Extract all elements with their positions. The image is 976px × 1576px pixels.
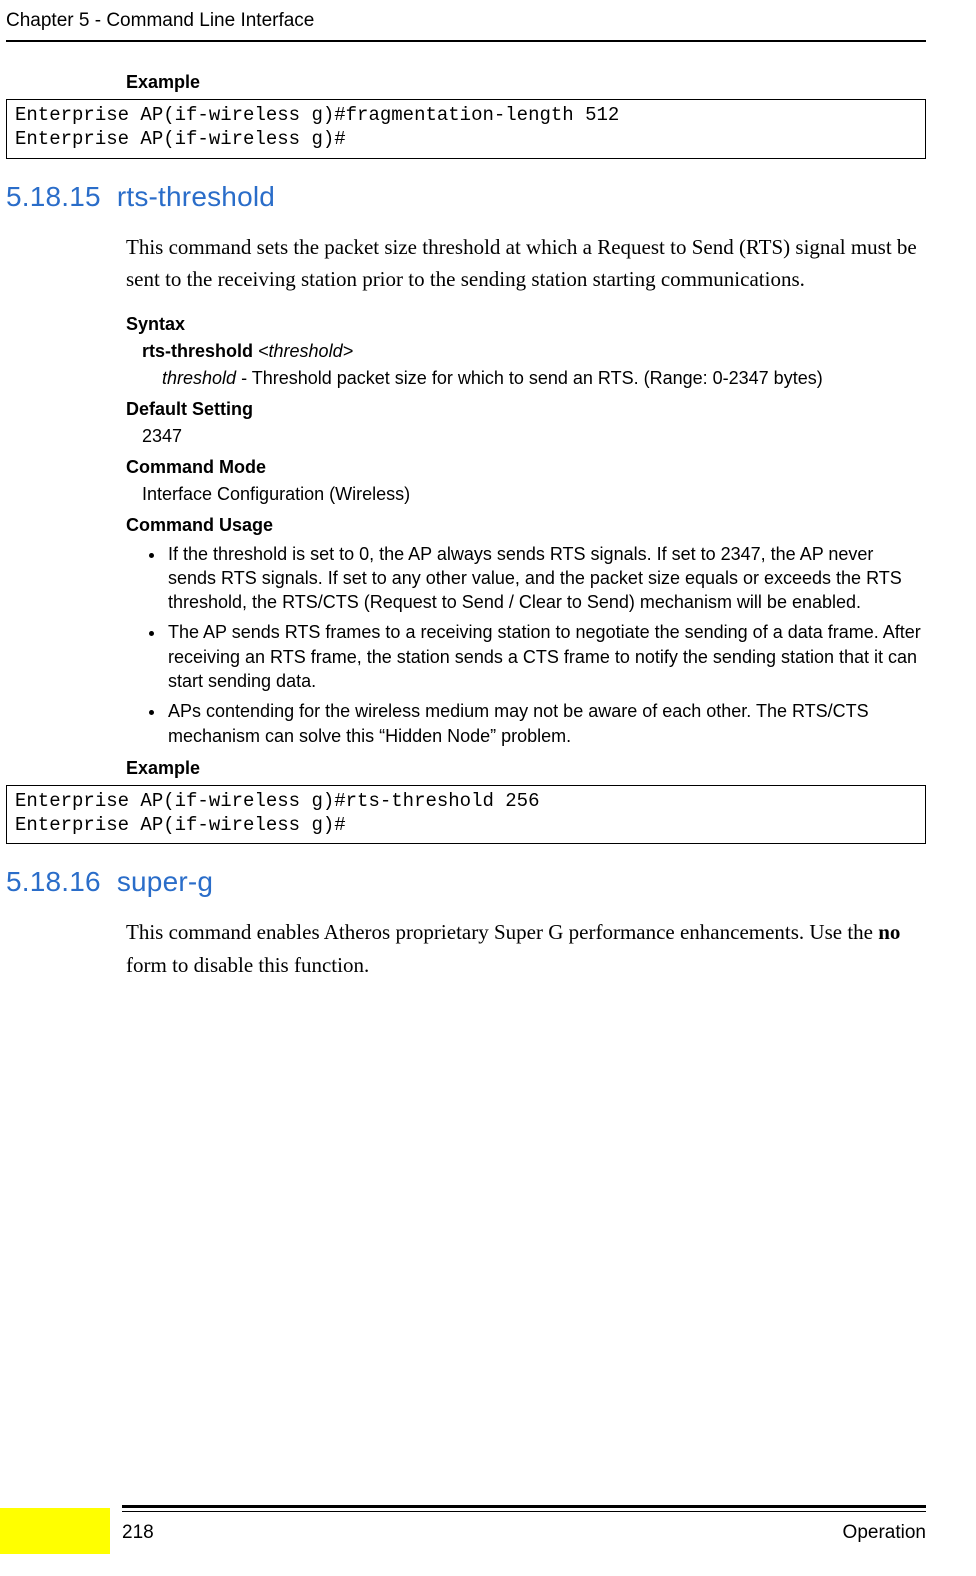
command-mode-label: Command Mode	[126, 457, 926, 478]
usage-item: The AP sends RTS frames to a receiving s…	[166, 620, 926, 693]
syntax-command: rts-threshold <threshold>	[142, 341, 926, 362]
section-number: 5.18.15	[6, 181, 101, 213]
syntax-param-name: threshold	[162, 368, 236, 388]
header-divider	[6, 40, 926, 42]
example-label: Example	[126, 72, 926, 93]
page-number: 218	[122, 1522, 154, 1544]
command-usage-list: If the threshold is set to 0, the AP alw…	[166, 542, 926, 748]
section-heading-superg: 5.18.16 super-g	[6, 866, 926, 898]
example-label: Example	[126, 758, 926, 779]
syntax-cmd-arg: <threshold>	[253, 341, 353, 361]
intro-bold-no: no	[878, 920, 900, 944]
section-intro: This command enables Atheros proprietary…	[126, 916, 926, 981]
usage-item: If the threshold is set to 0, the AP alw…	[166, 542, 926, 615]
example-code-block: Enterprise AP(if-wireless g)#fragmentati…	[6, 99, 926, 159]
default-setting-value: 2347	[142, 426, 926, 447]
section-heading-rts: 5.18.15 rts-threshold	[6, 181, 926, 213]
example-code-block: Enterprise AP(if-wireless g)#rts-thresho…	[6, 785, 926, 845]
footer-divider-thin	[122, 1511, 926, 1512]
command-usage-label: Command Usage	[126, 515, 926, 536]
section-number: 5.18.16	[6, 866, 101, 898]
intro-text-pre: This command enables Atheros proprietary…	[126, 920, 878, 944]
usage-item: APs contending for the wireless medium m…	[166, 699, 926, 748]
syntax-cmd-name: rts-threshold	[142, 341, 253, 361]
section-intro: This command sets the packet size thresh…	[126, 231, 926, 296]
footer-right-label: Operation	[843, 1522, 926, 1544]
syntax-label: Syntax	[126, 314, 926, 335]
section-title: super-g	[117, 866, 213, 897]
syntax-param-desc: threshold - Threshold packet size for wh…	[162, 368, 926, 389]
chapter-header: Chapter 5 - Command Line Interface	[6, 10, 314, 32]
default-setting-label: Default Setting	[126, 399, 926, 420]
section-title: rts-threshold	[117, 181, 275, 212]
intro-text-post: form to disable this function.	[126, 953, 369, 977]
syntax-param-text: - Threshold packet size for which to sen…	[236, 368, 823, 388]
page-footer: 218 Operation	[0, 1505, 926, 1550]
command-mode-value: Interface Configuration (Wireless)	[142, 484, 926, 505]
footer-divider-thick	[122, 1505, 926, 1508]
